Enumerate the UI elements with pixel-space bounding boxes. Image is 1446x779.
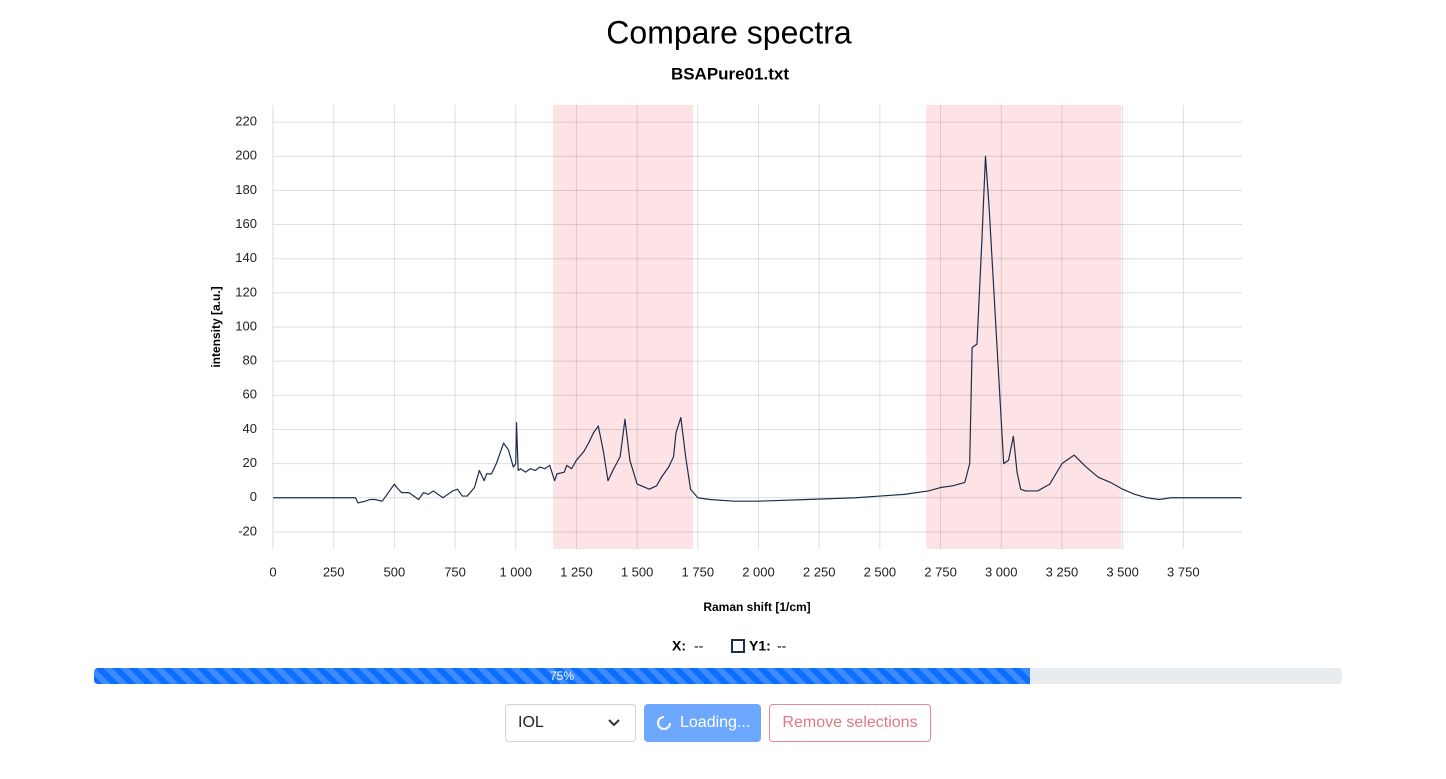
x-tick-label: 500 (384, 564, 406, 579)
y-tick-label: 0 (250, 489, 257, 504)
remove-selections-button[interactable]: Remove selections (769, 704, 931, 742)
loading-button[interactable]: Loading... (644, 704, 761, 742)
x-tick-label: 2 500 (864, 564, 897, 579)
x-tick-label: 1 500 (621, 564, 654, 579)
x-tick-label: 1 250 (560, 564, 593, 579)
x-tick-label: 250 (323, 564, 345, 579)
select-value: IOL (518, 714, 544, 731)
chevron (608, 719, 620, 727)
selection-region (926, 105, 1122, 549)
spectrum-line (273, 155, 1242, 504)
readout: X: -- Y1: -- (672, 638, 787, 654)
x-tick-label: 0 (269, 564, 276, 579)
plot: -20 0 20 40 60 80 100 120 140 160 180 200 220 0 250 500… (235, 105, 1242, 579)
y-tick-label: 80 (243, 353, 257, 368)
x-axis-label: Raman shift [1/cm] (703, 600, 810, 614)
x-tick-label: 3 000 (985, 564, 1018, 579)
x-tick-label: 1 000 (499, 564, 532, 579)
progress-label: 75% (549, 669, 575, 683)
progress-track: 75% (94, 668, 1342, 684)
x-tick-label: 2 250 (803, 564, 836, 579)
y-tick-label: -20 (238, 523, 257, 538)
chart: Compare spectra BSAPure01.txt Raman shif… (209, 14, 1242, 654)
readout-y-value: -- (777, 638, 787, 654)
x-tick-label: 3 750 (1167, 564, 1200, 579)
y-tick-label: 40 (243, 421, 257, 436)
readout-x-label: X: (672, 638, 686, 654)
series-checkbox[interactable] (731, 639, 745, 653)
x-tick-label: 750 (444, 564, 466, 579)
readout-y-label: Y1: (749, 638, 771, 654)
selection-region (553, 105, 694, 549)
x-tick-label: 3 250 (1046, 564, 1079, 579)
spinner (657, 716, 671, 730)
y-tick-label: 60 (243, 387, 257, 402)
x-tick-label: 2 000 (742, 564, 775, 579)
readout-x-value: -- (694, 638, 704, 654)
y-tick-label: 180 (235, 182, 257, 197)
y-tick-label: 160 (235, 216, 257, 231)
y-axis-label: intensity [a.u.] (209, 286, 223, 367)
x-tick-label: 1 750 (682, 564, 715, 579)
chart-subtitle: BSAPure01.txt (671, 64, 789, 83)
y-tick-label: 120 (235, 284, 257, 299)
file-select[interactable]: IOL (505, 704, 636, 742)
y-tick-label: 220 (235, 114, 257, 129)
y-tick-label: 200 (235, 148, 257, 163)
remove-text: Remove selections (782, 714, 918, 731)
x-tick-label: 2 750 (924, 564, 957, 579)
page-title: Compare spectra (606, 14, 852, 50)
y-tick-label: 100 (235, 318, 257, 333)
progress-fill: 75% (94, 668, 1030, 684)
y-tick-label: 140 (235, 250, 257, 265)
loading-text: Loading... (680, 714, 751, 731)
y-tick-label: 20 (243, 455, 257, 470)
x-tick-label: 3 500 (1106, 564, 1139, 579)
